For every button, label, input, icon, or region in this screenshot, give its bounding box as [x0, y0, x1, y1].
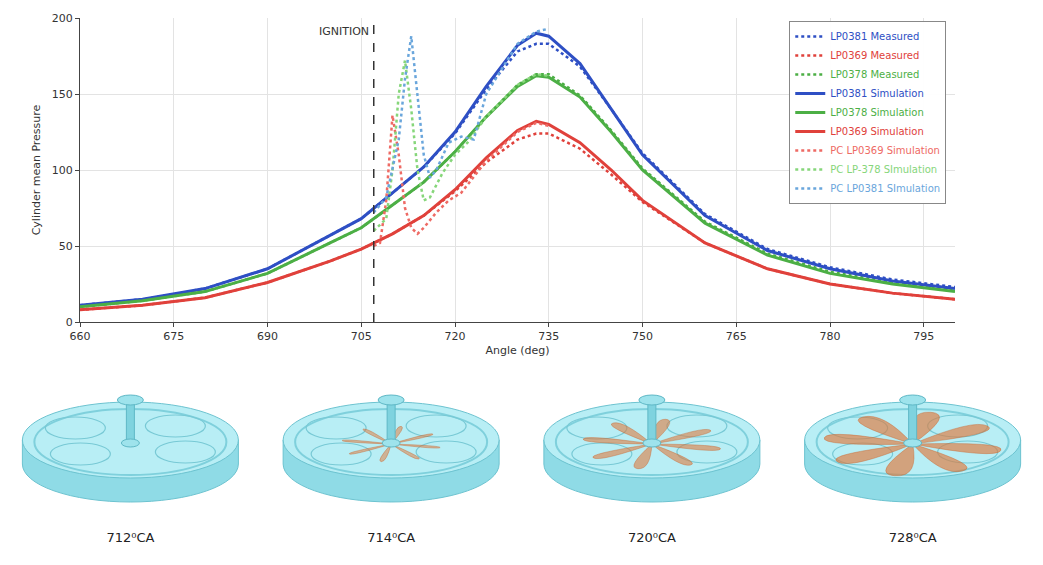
svg-text:728⁰CA: 728⁰CA: [889, 530, 937, 545]
svg-text:PC LP0369 Simulation: PC LP0369 Simulation: [830, 145, 940, 156]
svg-text:100: 100: [52, 164, 73, 177]
svg-text:720: 720: [445, 330, 466, 343]
svg-text:LP0378 Simulation: LP0378 Simulation: [830, 107, 924, 118]
svg-text:Cylinder mean Pressure: Cylinder mean Pressure: [30, 104, 43, 235]
svg-text:712⁰CA: 712⁰CA: [106, 530, 154, 545]
svg-text:795: 795: [913, 330, 934, 343]
svg-text:705: 705: [351, 330, 372, 343]
svg-text:720⁰CA: 720⁰CA: [628, 530, 676, 545]
svg-text:50: 50: [59, 240, 73, 253]
svg-text:660: 660: [70, 330, 91, 343]
svg-text:200: 200: [52, 12, 73, 25]
svg-text:LP0378 Measured: LP0378 Measured: [830, 69, 919, 80]
svg-text:LP0381 Simulation: LP0381 Simulation: [830, 88, 924, 99]
svg-text:0: 0: [66, 316, 73, 329]
svg-text:LP0369 Simulation: LP0369 Simulation: [830, 126, 924, 137]
svg-text:LP0369 Measured: LP0369 Measured: [830, 50, 919, 61]
svg-text:690: 690: [257, 330, 278, 343]
svg-text:750: 750: [632, 330, 653, 343]
svg-text:675: 675: [163, 330, 184, 343]
svg-text:735: 735: [538, 330, 559, 343]
svg-text:PC LP-378 SImulation: PC LP-378 SImulation: [830, 164, 937, 175]
svg-text:LP0381 Measured: LP0381 Measured: [830, 31, 919, 42]
svg-text:765: 765: [726, 330, 747, 343]
svg-text:780: 780: [820, 330, 841, 343]
svg-text:714⁰CA: 714⁰CA: [367, 530, 415, 545]
svg-text:Angle (deg): Angle (deg): [485, 344, 549, 357]
svg-text:150: 150: [52, 88, 73, 101]
svg-text:IGNITION: IGNITION: [319, 25, 369, 38]
svg-text:PC LP0381 SImulation: PC LP0381 SImulation: [830, 183, 940, 194]
